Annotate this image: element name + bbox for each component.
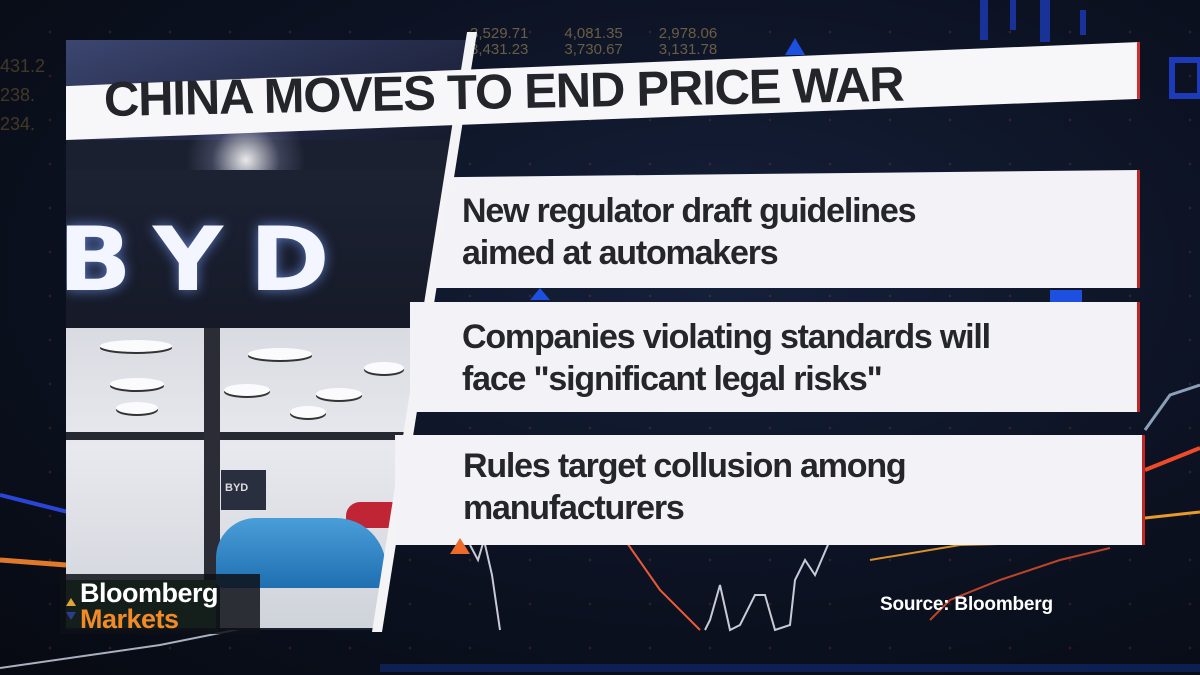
left-value: 238. [0, 85, 36, 105]
brand-line-2: Markets [80, 604, 179, 634]
ticker-value: 2,978.06 [658, 25, 718, 42]
bullet-text: New regulator draft guidelines aimed at … [462, 190, 917, 274]
bullet-line: aimed at automakers [462, 234, 779, 272]
ticker-value: 3,730.67 [564, 41, 623, 58]
brand-line-1: Bloomberg [80, 578, 219, 608]
ceiling-lamp [290, 406, 326, 418]
ticker-value: 3,529.71 [470, 25, 529, 42]
bullet-line: Rules target collusion among [463, 447, 907, 485]
bullet-line: Companies violating standards will [462, 318, 991, 356]
down-arrow-icon [66, 612, 76, 620]
ticker-column: 4,081.35 3,730.67 [564, 26, 622, 58]
interior-byd-sign: BYD [221, 470, 266, 510]
bullet-text: Companies violating standards will face … [462, 316, 991, 400]
bullet-text: Rules target collusion among manufacture… [463, 445, 907, 529]
left-value: 234. [0, 114, 36, 134]
ticker-value: 4,081.35 [564, 25, 623, 42]
background-left-values: 431.2 238. 234. [0, 52, 45, 139]
ticker-value: 3,431.23 [470, 41, 529, 58]
ceiling-lamp [110, 378, 164, 390]
background-ticker: 3,529.71 3,431.23 4,081.35 3,730.67 2,97… [470, 26, 717, 58]
up-arrow-icon [66, 598, 76, 606]
ceiling-lamp [248, 348, 312, 360]
bullet-panel-3: Rules target collusion among manufacture… [395, 435, 1145, 545]
bloomberg-markets-logo: Bloomberg Markets [80, 578, 219, 634]
bullet-panel-1: New regulator draft guidelines aimed at … [430, 170, 1140, 288]
bullet-panel-2: Companies violating standards will face … [410, 302, 1140, 412]
brand-backdrop [60, 574, 260, 634]
ticker-value: 3,131.78 [658, 41, 718, 58]
ceiling-lamp [224, 384, 270, 396]
orange-up-triangle-icon [450, 538, 470, 554]
ticker-column: 2,978.06 3,131.78 [659, 26, 717, 58]
window-frame-horizontal [66, 432, 466, 440]
bullet-line: New regulator draft guidelines [462, 192, 917, 230]
ceiling-lamp [316, 388, 362, 400]
byd-logo-sign: BYD [66, 208, 357, 311]
ticker-column: 3,529.71 3,431.23 [470, 26, 528, 58]
bullet-line: manufacturers [463, 489, 685, 527]
bullet-line: face "significant legal risks" [462, 360, 883, 398]
ceiling-lamp [364, 362, 404, 374]
source-credit: Source: Bloomberg [880, 594, 1053, 615]
ceiling-lamp [100, 340, 172, 352]
left-value: 431.2 [0, 56, 46, 76]
ceiling-lamp [116, 402, 158, 414]
